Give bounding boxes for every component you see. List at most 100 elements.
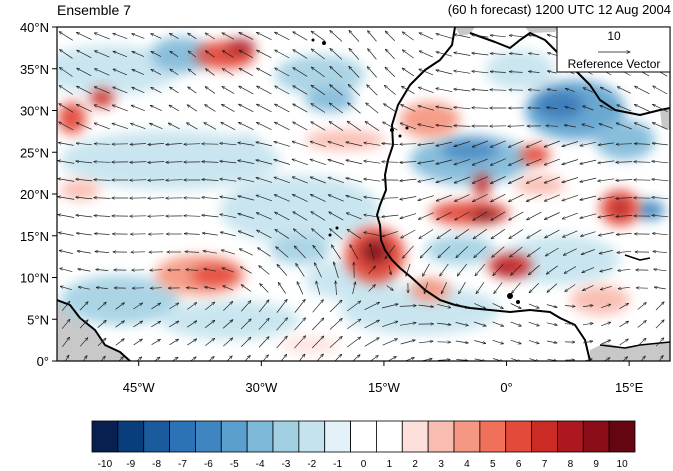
wind-vector xyxy=(419,51,433,58)
lon-tick-label: 45°W xyxy=(123,380,156,395)
wind-vector xyxy=(347,121,362,132)
wind-vector xyxy=(472,108,489,109)
wind-vector xyxy=(151,321,160,328)
wind-vector xyxy=(274,177,291,184)
wind-vector xyxy=(546,265,558,274)
colorbar-swatch xyxy=(220,420,248,453)
wind-vector xyxy=(94,33,110,40)
wind-vector xyxy=(188,33,197,40)
lat-tick-label: 15°N xyxy=(20,229,49,244)
wind-vector xyxy=(95,251,110,252)
wind-vector xyxy=(565,284,576,292)
wind-vector xyxy=(292,177,308,184)
wind-vector xyxy=(202,180,219,181)
wind-vector xyxy=(205,105,216,112)
wind-vector xyxy=(334,262,339,279)
wind-vector xyxy=(293,68,308,77)
wind-vector xyxy=(402,50,414,59)
wind-vector xyxy=(82,356,87,361)
wind-vector xyxy=(256,142,273,147)
wind-vector xyxy=(97,320,107,328)
wind-vector xyxy=(239,68,254,77)
wind-vector xyxy=(473,211,488,220)
lat-tick-label: 30°N xyxy=(20,104,49,119)
colorbar-swatch xyxy=(272,420,300,453)
wind-vector xyxy=(385,31,395,42)
wind-vector xyxy=(226,356,232,361)
wind-vector xyxy=(436,159,453,164)
wind-vector xyxy=(655,338,664,347)
wind-vector xyxy=(600,87,612,94)
wind-vector xyxy=(348,84,361,96)
wind-vector xyxy=(494,282,503,293)
wind-vector xyxy=(474,303,485,308)
wind-vector xyxy=(94,105,110,112)
wind-vector xyxy=(187,339,196,346)
wind-vector xyxy=(600,285,612,289)
wind-vector xyxy=(655,320,664,329)
wind-vector xyxy=(238,196,255,201)
wind-vector xyxy=(239,86,254,95)
wind-vector xyxy=(293,32,308,41)
wind-vector xyxy=(544,140,560,147)
wind-vector xyxy=(148,198,165,199)
wind-vector xyxy=(292,159,309,166)
wind-vector xyxy=(419,33,434,40)
wind-vector xyxy=(491,211,506,220)
wind-vector xyxy=(492,246,505,258)
wind-vector xyxy=(314,263,322,278)
wind-vector xyxy=(454,89,471,92)
lon-tick-label: 15°E xyxy=(615,380,644,395)
wind-vector xyxy=(583,106,594,111)
colorbar-label: -7 xyxy=(178,459,187,470)
wind-vector xyxy=(188,87,197,94)
wind-vector xyxy=(205,302,214,311)
wind-vector xyxy=(328,177,345,184)
colorbar-swatch xyxy=(117,420,145,453)
wind-vector xyxy=(151,51,162,57)
wind-vector xyxy=(151,69,162,76)
wind-vector xyxy=(400,144,417,145)
wind-vector xyxy=(564,125,576,128)
wind-vector xyxy=(204,123,217,130)
wind-vector xyxy=(259,266,270,275)
wind-vector xyxy=(562,141,579,147)
wind-vector xyxy=(368,49,377,60)
wind-vector xyxy=(581,231,596,237)
wind-vector xyxy=(60,68,73,77)
wind-vector xyxy=(603,358,610,361)
wind-vector xyxy=(169,321,179,328)
wind-vector xyxy=(60,286,72,291)
wind-vector xyxy=(548,53,557,56)
wind-vector xyxy=(220,143,237,146)
wind-vector xyxy=(492,321,503,326)
wind-vector xyxy=(580,195,597,200)
wind-vector xyxy=(59,250,73,254)
wind-vector xyxy=(456,246,469,257)
wind-vector xyxy=(184,216,201,217)
wind-vector xyxy=(368,31,377,42)
wind-vector xyxy=(402,86,415,95)
wind-vector xyxy=(130,180,147,181)
wind-vector xyxy=(311,85,326,96)
colorbar-label: 2 xyxy=(412,459,418,470)
wind-vector xyxy=(508,158,524,166)
islands xyxy=(311,38,520,304)
wind-vector xyxy=(205,338,214,346)
wind-vector xyxy=(455,211,470,220)
wind-vector xyxy=(364,320,380,329)
wind-vector xyxy=(617,105,632,112)
wind-vector xyxy=(490,35,506,38)
wind-vector xyxy=(349,66,360,78)
wind-vector xyxy=(436,107,453,110)
wind-vector xyxy=(65,355,69,361)
wind-vector xyxy=(115,339,124,346)
wind-vector xyxy=(637,321,647,328)
wind-vector xyxy=(94,162,111,163)
wind-vector xyxy=(472,53,489,56)
wind-vector xyxy=(547,35,557,38)
wind-vector xyxy=(79,320,88,329)
wind-vector xyxy=(202,162,219,163)
wind-vector xyxy=(490,90,507,91)
wind-vector xyxy=(456,360,467,361)
